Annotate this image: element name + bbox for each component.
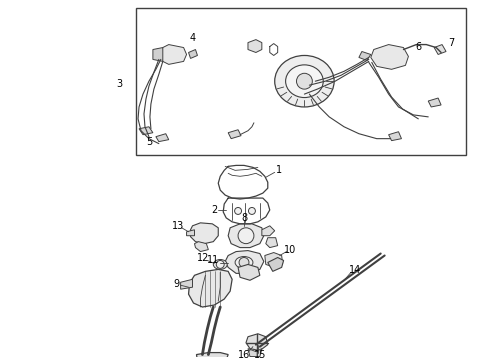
Polygon shape	[191, 223, 218, 244]
Polygon shape	[359, 51, 371, 60]
Polygon shape	[153, 48, 163, 62]
Text: 11: 11	[207, 256, 220, 265]
Text: 9: 9	[173, 279, 180, 289]
Circle shape	[296, 73, 312, 89]
Text: 2: 2	[211, 205, 218, 215]
Text: 7: 7	[448, 37, 454, 48]
Circle shape	[248, 207, 255, 215]
Text: 15: 15	[254, 350, 266, 360]
Polygon shape	[246, 334, 268, 351]
Polygon shape	[196, 352, 228, 360]
Polygon shape	[371, 45, 408, 69]
Polygon shape	[238, 265, 260, 280]
Polygon shape	[189, 50, 197, 58]
Polygon shape	[225, 251, 264, 273]
Text: 5: 5	[146, 137, 152, 147]
Ellipse shape	[275, 55, 334, 107]
Polygon shape	[262, 226, 275, 236]
Polygon shape	[428, 98, 441, 107]
Ellipse shape	[213, 260, 227, 269]
Ellipse shape	[235, 257, 253, 269]
Circle shape	[235, 207, 242, 215]
Circle shape	[216, 261, 224, 269]
Polygon shape	[156, 134, 169, 141]
Polygon shape	[187, 230, 195, 236]
Polygon shape	[434, 45, 446, 54]
Polygon shape	[265, 253, 283, 267]
Polygon shape	[248, 40, 262, 53]
Text: 14: 14	[349, 265, 361, 275]
Polygon shape	[268, 257, 284, 271]
Circle shape	[238, 228, 254, 244]
Polygon shape	[248, 348, 262, 356]
Text: 16: 16	[238, 350, 250, 360]
Text: 13: 13	[172, 221, 184, 231]
Bar	[136, 8, 466, 156]
Polygon shape	[181, 279, 193, 289]
Polygon shape	[160, 45, 187, 64]
Text: 10: 10	[284, 244, 296, 255]
Text: 8: 8	[241, 213, 247, 223]
Text: 1: 1	[275, 165, 282, 175]
Polygon shape	[139, 127, 153, 135]
Text: 12: 12	[197, 253, 210, 264]
Text: 6: 6	[415, 41, 421, 51]
Polygon shape	[228, 224, 264, 248]
Text: 4: 4	[190, 33, 196, 42]
Ellipse shape	[286, 65, 323, 98]
Text: 3: 3	[116, 79, 122, 89]
Polygon shape	[266, 238, 278, 248]
Polygon shape	[228, 130, 241, 139]
Polygon shape	[195, 242, 208, 252]
Polygon shape	[189, 269, 232, 307]
Polygon shape	[389, 132, 401, 141]
Circle shape	[239, 257, 249, 267]
